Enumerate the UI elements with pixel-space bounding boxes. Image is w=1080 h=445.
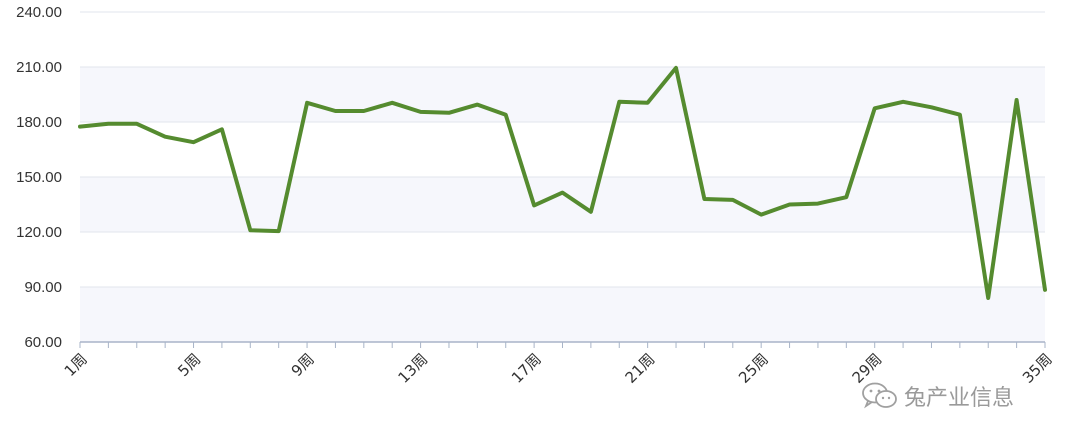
series-line — [78, 65, 1047, 300]
x-tick-label: 9周 — [288, 350, 318, 380]
series-layer — [78, 65, 1047, 300]
x-tick-label: 13周 — [395, 350, 432, 387]
x-tick-label: 25周 — [735, 350, 772, 387]
x-tick-label: 35周 — [1019, 350, 1056, 387]
background-band — [80, 287, 1045, 342]
y-tick-label: 150.00 — [16, 169, 62, 186]
background-band — [80, 177, 1045, 232]
watermark: 兔产业信息 — [862, 380, 1014, 412]
background-bands — [80, 67, 1045, 342]
y-axis-ticks: 60.00 90.00 120.00 150.00 180.00 210.00 240.00 — [16, 4, 62, 351]
gridlines — [80, 11, 1045, 288]
y-tick-label: 60.00 — [24, 334, 62, 351]
x-tick-label: 1周 — [61, 350, 91, 380]
wechat-icon — [862, 382, 897, 409]
y-tick-label: 210.00 — [16, 59, 62, 76]
y-tick-label: 240.00 — [16, 4, 62, 21]
y-tick-label: 180.00 — [16, 114, 62, 131]
x-tick-label: 17周 — [508, 350, 545, 387]
x-tick-label: 5周 — [174, 350, 204, 380]
watermark-text: 兔产业信息 — [904, 386, 1015, 411]
background-band — [80, 67, 1045, 122]
y-tick-label: 90.00 — [24, 279, 62, 296]
y-tick-label: 120.00 — [16, 224, 62, 241]
x-tick-label: 21周 — [622, 350, 659, 387]
